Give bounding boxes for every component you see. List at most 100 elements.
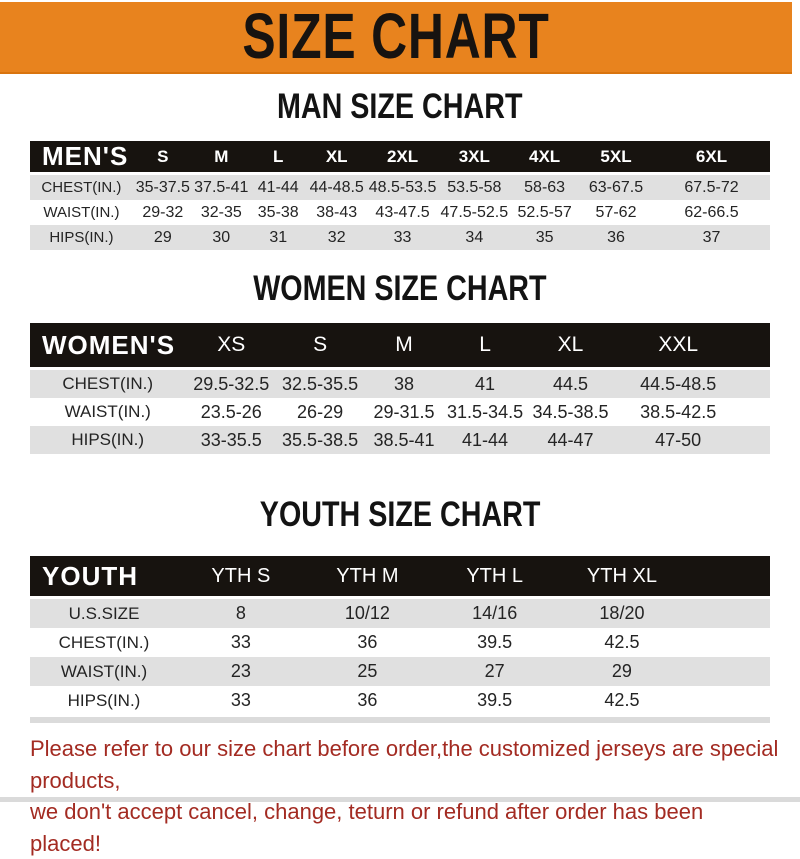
value-cell: 67.5-72 xyxy=(684,178,739,196)
value-cell: 63-67.5 xyxy=(588,178,644,196)
youth-table-bottom-divider xyxy=(30,717,770,723)
value-cell: 41-44 xyxy=(257,178,299,196)
section-title-men: MAN SIZE CHART xyxy=(0,87,800,126)
value-cell: 35 xyxy=(535,228,554,246)
value-cell: 25 xyxy=(357,661,378,681)
footer-note: Please refer to our size chart before or… xyxy=(30,733,780,859)
value-cell: 33 xyxy=(230,690,251,710)
table-row: CHEST(IN.) 35-37.5 37.5-41 41-44 44-48.5 48.5… xyxy=(30,173,770,200)
table-row: WAIST(IN.) 23.5-26 26-29 29-31.5 31.5-34.5 34… xyxy=(30,398,770,426)
value-cell: 38 xyxy=(394,373,415,394)
header-label-cell: WOMEN'S xyxy=(30,323,186,370)
value-cell: 29-31.5 xyxy=(373,401,435,422)
table-header-row: YOUTH YTH S YTH M YTH L YTH XL xyxy=(30,556,770,599)
size-header-cell: 3XL xyxy=(438,141,511,175)
size-header-cell: XS xyxy=(185,323,278,370)
size-header-cell: L xyxy=(249,141,307,175)
size-header-cell: YTH M xyxy=(303,556,432,599)
footer-note-line2: we don't accept cancel, change, teturn o… xyxy=(30,799,704,856)
size-header-cell: XXL xyxy=(616,323,741,370)
value-cell: 44-48.5 xyxy=(309,178,364,196)
size-header-cell: 6XL xyxy=(653,141,770,175)
value-cell: 44-47 xyxy=(547,429,594,450)
row-label-cell: U.S.SIZE xyxy=(68,603,140,623)
value-cell: 48.5-53.5 xyxy=(368,178,437,196)
value-cell: 52.5-57 xyxy=(517,203,572,221)
women-size-table: WOMEN'S XS S M L XL XXL CHEST(IN.) 29.5-32.5 32.5… xyxy=(30,323,770,454)
row-label-cell: HIPS(IN.) xyxy=(49,229,114,246)
table-row: HIPS(IN.) 33-35.5 35.5-38.5 38.5-41 41-44 44-… xyxy=(30,426,770,454)
value-cell: 26-29 xyxy=(297,401,344,422)
value-cell: 32-35 xyxy=(200,203,242,221)
value-cell: 14/16 xyxy=(472,603,518,623)
size-header-cell: L xyxy=(445,323,526,370)
size-header-cell: 2XL xyxy=(366,141,439,175)
table-row: HIPS(IN.) 33 36 39.5 42.5 xyxy=(30,686,770,715)
header-label-cell: MEN'S xyxy=(30,141,133,175)
footer-note-line1: Please refer to our size chart before or… xyxy=(30,736,779,793)
spacer-cell xyxy=(740,369,770,399)
value-cell: 31.5-34.5 xyxy=(447,401,524,422)
value-cell: 33 xyxy=(393,228,412,246)
value-cell: 36 xyxy=(357,632,378,652)
section-title-women: WOMEN SIZE CHART xyxy=(0,269,800,308)
table-header-row: MEN'S S M L XL 2XL 3XL 4XL 5XL 6XL xyxy=(30,141,770,175)
value-cell: 38.5-42.5 xyxy=(640,401,717,422)
size-header-cell: YTH XL xyxy=(558,556,686,599)
value-cell: 33-35.5 xyxy=(200,429,262,450)
value-cell: 18/20 xyxy=(599,603,645,623)
size-header-cell: M xyxy=(192,141,250,175)
row-label-cell: CHEST(IN.) xyxy=(58,632,150,652)
value-cell: 37 xyxy=(702,228,721,246)
row-label-cell: CHEST(IN.) xyxy=(62,374,154,393)
value-cell: 29.5-32.5 xyxy=(193,373,270,394)
section-title-women-text: WOMEN SIZE CHART xyxy=(253,269,547,308)
value-cell: 36 xyxy=(357,690,378,710)
table-row: CHEST(IN.) 33 36 39.5 42.5 xyxy=(30,628,770,657)
size-header-cell: XL xyxy=(525,323,617,370)
section-title-men-text: MAN SIZE CHART xyxy=(277,87,523,126)
table-row: CHEST(IN.) 29.5-32.5 32.5-35.5 38 41 44.5 44.5… xyxy=(30,368,770,399)
men-size-table: MEN'S S M L XL 2XL 3XL 4XL 5XL 6XL CHEST(IN.) 35-37… xyxy=(30,141,770,250)
value-cell: 34.5-38.5 xyxy=(532,401,609,422)
spacer-cell xyxy=(686,598,770,629)
size-header-cell: M xyxy=(362,323,446,370)
size-header-cell: 4XL xyxy=(510,141,580,175)
row-label-cell: WAIST(IN.) xyxy=(43,204,120,221)
size-header-cell: YTH L xyxy=(431,556,559,599)
spacer-cell xyxy=(740,323,770,370)
table-row: WAIST(IN.) 23 25 27 29 xyxy=(30,657,770,686)
value-cell: 31 xyxy=(269,228,288,246)
value-cell: 44.5-48.5 xyxy=(640,373,717,394)
header-label-cell: YOUTH xyxy=(30,556,178,599)
value-cell: 42.5 xyxy=(604,632,640,652)
spacer-cell xyxy=(686,657,770,686)
spacer-cell xyxy=(686,686,770,715)
value-cell: 38.5-41 xyxy=(373,429,435,450)
section-title-youth: YOUTH SIZE CHART xyxy=(0,497,800,532)
table-row: U.S.SIZE 8 10/12 14/16 18/20 xyxy=(30,597,770,629)
value-cell: 57-62 xyxy=(595,203,637,221)
value-cell: 58-63 xyxy=(524,178,566,196)
size-header-cell: YTH S xyxy=(177,556,304,599)
size-header-cell: 5XL xyxy=(579,141,653,175)
value-cell: 29-32 xyxy=(142,203,184,221)
value-cell: 23.5-26 xyxy=(200,401,262,422)
value-cell: 43-47.5 xyxy=(375,203,430,221)
value-cell: 41 xyxy=(475,373,496,394)
value-cell: 8 xyxy=(235,603,246,623)
size-header-cell: S xyxy=(277,323,363,370)
value-cell: 10/12 xyxy=(344,603,390,623)
row-label-cell: CHEST(IN.) xyxy=(41,179,122,196)
table-row: WAIST(IN.) 29-32 32-35 35-38 38-43 43-47.5 47.… xyxy=(30,200,770,225)
value-cell: 35.5-38.5 xyxy=(282,429,359,450)
spacer-cell xyxy=(740,426,770,454)
value-cell: 35-38 xyxy=(257,203,299,221)
banner: SIZE CHART xyxy=(0,2,792,74)
table-header-row: WOMEN'S XS S M L XL XXL xyxy=(30,323,770,370)
table-row: HIPS(IN.) 29 30 31 32 33 34 35 36 37 xyxy=(30,225,770,250)
banner-title: SIZE CHART xyxy=(242,0,550,72)
row-label-cell: HIPS(IN.) xyxy=(67,690,141,710)
value-cell: 27 xyxy=(484,661,505,681)
